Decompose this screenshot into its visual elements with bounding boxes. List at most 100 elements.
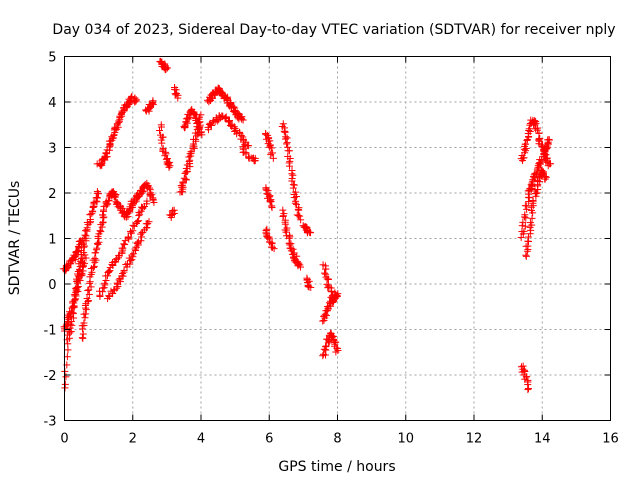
data-point [105,268,113,276]
data-point [305,283,313,291]
data-point [132,247,140,255]
data-point [289,171,297,179]
data-point [525,194,533,202]
data-point [328,287,336,295]
data-point [93,244,101,252]
data-point [270,245,278,253]
data-point [226,122,234,130]
data-point [180,174,188,182]
data-point [522,242,530,250]
data-point [88,268,96,276]
data-point [120,240,128,248]
data-point [194,119,202,127]
y-tick-label: -1 [44,324,57,339]
data-point [115,276,123,284]
data-point [166,162,174,170]
data-point [64,340,72,348]
y-tick-label: 3 [48,142,56,157]
data-point [92,249,100,257]
data-point [83,294,91,302]
data-point [293,252,301,260]
data-point [89,208,97,216]
data-point [157,123,165,131]
data-point [522,140,530,148]
data-point [144,220,152,228]
data-point [268,204,276,212]
data-point [282,140,290,148]
data-point [131,245,139,253]
data-point [155,127,163,135]
data-point [182,164,190,172]
data-point [281,128,289,136]
data-point [542,173,550,181]
data-point [264,234,272,242]
data-point [198,131,206,139]
data-point [265,137,273,145]
data-point [334,346,342,354]
data-point [93,239,101,247]
data-point [74,242,82,250]
x-tick-label: 2 [129,432,137,447]
data-point [542,157,550,165]
data-point [136,210,144,218]
data-point [79,330,87,338]
data-point [286,233,294,241]
data-point [289,184,297,192]
data-point [222,114,230,122]
data-point [97,160,105,168]
data-point [96,227,104,235]
data-point [79,255,87,263]
data-point [269,243,277,251]
data-point [92,256,100,264]
data-point [81,227,89,235]
data-point [95,238,103,246]
data-points [59,57,555,394]
data-point [84,287,92,295]
data-point [278,123,286,131]
data-point [281,135,289,143]
data-point [143,197,151,205]
data-point [128,93,136,101]
data-point [269,154,277,162]
x-tick-label: 0 [60,432,68,447]
data-point [118,270,126,278]
data-point [80,319,88,327]
data-point [67,308,75,316]
data-point [105,292,113,300]
data-point [105,293,113,301]
data-point [251,157,259,165]
data-point [182,175,190,183]
data-point [76,277,84,285]
data-point [239,116,247,124]
y-tick-label: 4 [48,96,56,111]
data-point [286,162,294,170]
data-point [143,223,151,231]
data-point [238,115,246,123]
data-point [78,236,86,244]
y-tick-label: 1 [48,233,56,248]
data-point [228,102,236,110]
data-point [279,206,287,214]
data-point [77,237,85,245]
data-point [533,126,541,134]
data-point [71,252,79,260]
data-point [110,132,118,140]
y-tick-label: 2 [48,187,56,202]
data-point [321,269,329,277]
data-point [205,126,213,134]
data-point [528,179,536,187]
data-point [82,254,90,262]
data-point [519,218,527,226]
data-point [150,198,158,206]
data-point [116,113,124,121]
data-point [129,253,137,261]
data-point [170,206,178,214]
data-point [62,373,70,381]
x-tick-label: 14 [534,432,551,447]
data-point [244,142,252,150]
data-point [99,211,107,219]
x-tick-label: 16 [602,432,619,447]
data-point [187,147,195,155]
y-tick-label: -3 [44,415,57,430]
data-point [290,194,298,202]
